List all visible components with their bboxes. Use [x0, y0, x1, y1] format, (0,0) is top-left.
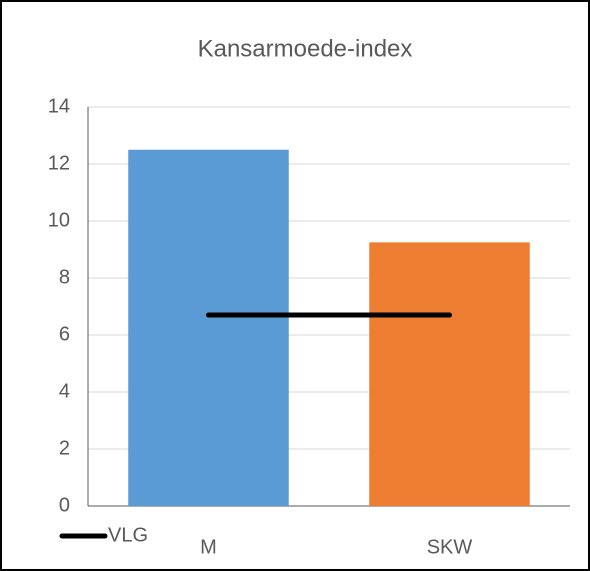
y-tick-label: 4: [59, 380, 70, 402]
bar: [128, 149, 289, 506]
chart-title: Kansarmoede-index: [198, 35, 413, 62]
y-tick-label: 10: [48, 209, 70, 231]
legend-label: VLG: [108, 524, 148, 546]
y-tick-label: 12: [48, 152, 70, 174]
y-tick-label: 8: [59, 266, 70, 288]
y-tick-label: 14: [48, 95, 70, 117]
bar: [369, 242, 530, 506]
x-tick-label: M: [200, 536, 217, 558]
y-tick-label: 0: [59, 494, 70, 516]
y-tick-label: 2: [59, 437, 70, 459]
x-tick-label: SKW: [427, 536, 473, 558]
y-tick-label: 6: [59, 323, 70, 345]
